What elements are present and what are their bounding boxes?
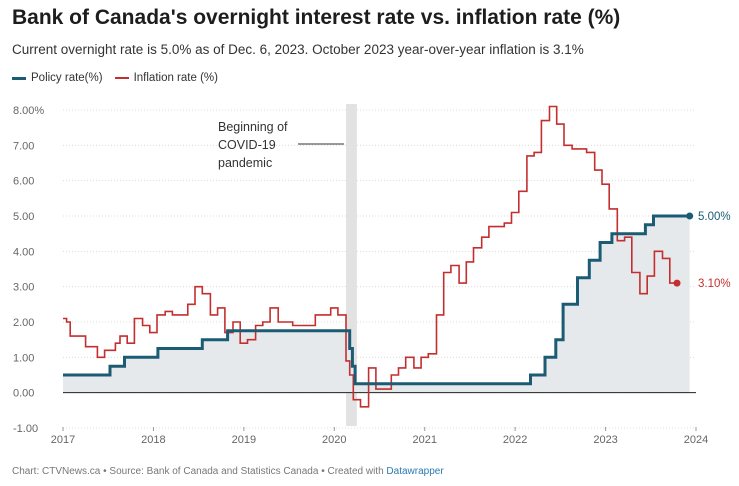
y-tick-label: -1.00 [13,423,38,435]
covid-annotation-line: COVID-19 [218,138,276,152]
x-tick-label: 2019 [232,434,256,446]
x-tick-label: 2022 [503,434,527,446]
y-tick-label: 8.00% [13,105,44,117]
legend-label-policy: Policy rate(%) [31,72,103,84]
y-tick-label: 7.00 [13,140,34,152]
footer-credit: Chart: CTVNews.ca • Source: Bank of Cana… [12,466,444,477]
x-tick-label: 2021 [412,434,436,446]
footer-text: Chart: CTVNews.ca • Source: Bank of Cana… [12,466,387,477]
y-tick-label: 2.00 [13,317,34,329]
end-label-policy: 5.00% [698,211,731,223]
y-tick-label: 4.00 [13,246,34,258]
x-tick-label: 2020 [322,434,346,446]
datawrapper-link[interactable]: Datawrapper [386,466,444,477]
policy-area [63,216,690,393]
end-label-inflation: 3.10% [698,278,731,290]
y-tick-label: 0.00 [13,388,34,400]
end-point-inflation [673,279,681,287]
x-tick-label: 2024 [684,434,708,446]
chart-title: Bank of Canada's overnight interest rate… [12,6,621,29]
y-tick-label: 3.00 [13,282,34,294]
legend-swatch-inflation [114,77,129,79]
series-line-inflation [63,105,677,408]
legend-label-inflation: Inflation rate (%) [133,72,218,84]
x-tick-label: 2018 [141,434,165,446]
covid-annotation-line: Beginning of [218,120,288,134]
covid-annotation-line: pandemic [218,156,272,170]
legend: Policy rate(%) Inflation rate (%) [12,72,218,84]
covid-band [346,104,357,426]
y-tick-label: 5.00 [13,211,34,223]
series-line-policy [63,214,690,386]
legend-swatch-policy [12,76,26,80]
y-tick-label: 1.00 [13,352,34,364]
y-tick-label: 6.00 [13,176,34,188]
x-tick-label: 2017 [51,434,75,446]
legend-item-policy: Policy rate(%) [12,72,103,84]
x-tick-label: 2023 [593,434,617,446]
end-point-policy [686,212,694,220]
legend-item-inflation: Inflation rate (%) [114,72,218,84]
chart-subtitle: Current overnight rate is 5.0% as of Dec… [12,42,584,57]
